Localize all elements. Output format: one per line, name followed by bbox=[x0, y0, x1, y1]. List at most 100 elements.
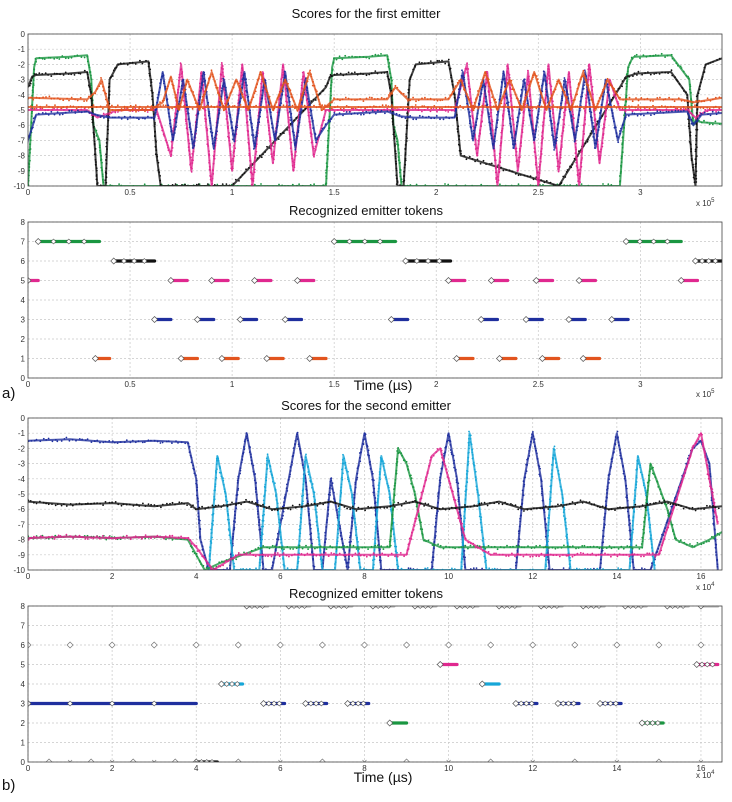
data-point bbox=[675, 78, 678, 81]
data-point bbox=[136, 117, 139, 119]
data-point bbox=[191, 142, 194, 145]
data-point bbox=[601, 98, 604, 101]
data-point bbox=[613, 87, 615, 90]
data-point bbox=[83, 56, 86, 59]
data-point bbox=[251, 126, 253, 129]
data-point bbox=[358, 55, 361, 58]
data-point bbox=[99, 149, 101, 152]
data-point bbox=[481, 567, 483, 570]
data-point bbox=[227, 99, 230, 102]
data-point bbox=[499, 156, 502, 159]
data-point bbox=[538, 180, 541, 183]
data-point bbox=[319, 92, 321, 95]
data-point bbox=[260, 183, 262, 185]
data-point bbox=[314, 149, 317, 151]
data-point bbox=[514, 133, 517, 135]
data-point bbox=[198, 99, 200, 102]
data-point bbox=[246, 439, 249, 442]
data-point bbox=[48, 95, 51, 98]
data-point bbox=[89, 71, 92, 73]
data-point bbox=[470, 126, 472, 129]
data-point bbox=[368, 112, 371, 115]
data-point bbox=[256, 157, 259, 160]
data-point bbox=[172, 134, 175, 136]
data-point bbox=[241, 83, 244, 86]
data-point bbox=[468, 122, 471, 125]
data-point bbox=[98, 146, 101, 149]
data-point bbox=[537, 177, 540, 179]
data-point bbox=[206, 84, 209, 87]
data-point bbox=[139, 59, 141, 62]
data-point bbox=[709, 114, 712, 117]
data-point bbox=[294, 154, 297, 157]
data-point bbox=[408, 84, 411, 87]
data-point bbox=[396, 140, 398, 143]
data-point bbox=[158, 91, 161, 93]
data-point bbox=[621, 107, 624, 110]
data-point bbox=[309, 519, 311, 522]
token-marker bbox=[622, 238, 630, 245]
data-point bbox=[340, 538, 343, 540]
data-point bbox=[247, 107, 249, 110]
data-point bbox=[522, 116, 525, 119]
data-point bbox=[534, 151, 536, 154]
data-point bbox=[444, 62, 447, 65]
data-point bbox=[408, 80, 411, 82]
data-point bbox=[567, 73, 570, 76]
data-point bbox=[58, 58, 61, 60]
data-point bbox=[472, 125, 474, 128]
data-point bbox=[372, 484, 374, 487]
data-point bbox=[662, 534, 665, 536]
data-point bbox=[218, 465, 221, 468]
data-point bbox=[229, 150, 232, 153]
data-point bbox=[330, 75, 333, 78]
data-point bbox=[31, 110, 33, 113]
data-point bbox=[295, 435, 298, 438]
data-point bbox=[164, 88, 167, 90]
token-marker bbox=[538, 355, 546, 362]
data-point bbox=[265, 85, 267, 88]
data-point bbox=[456, 99, 458, 101]
data-point bbox=[435, 115, 438, 117]
data-point bbox=[167, 146, 169, 149]
data-point bbox=[70, 109, 73, 112]
data-point bbox=[260, 82, 262, 85]
data-point bbox=[105, 142, 108, 144]
data-point bbox=[190, 89, 193, 92]
data-point bbox=[102, 107, 104, 110]
data-point bbox=[236, 106, 239, 109]
data-point bbox=[233, 144, 235, 147]
data-point bbox=[464, 571, 466, 573]
data-point bbox=[179, 102, 182, 105]
data-point bbox=[266, 145, 268, 148]
data-point bbox=[475, 121, 477, 123]
data-point bbox=[488, 115, 491, 118]
data-point bbox=[173, 128, 176, 131]
data-point bbox=[188, 142, 191, 145]
data-point bbox=[304, 84, 307, 87]
data-point bbox=[219, 186, 221, 188]
data-point bbox=[287, 82, 289, 85]
data-point bbox=[217, 186, 219, 188]
data-point bbox=[581, 139, 584, 142]
data-point bbox=[670, 105, 672, 108]
data-point bbox=[690, 154, 693, 157]
data-point bbox=[657, 54, 660, 57]
data-point bbox=[286, 90, 289, 92]
data-point bbox=[205, 95, 208, 98]
data-point bbox=[250, 462, 253, 465]
data-point bbox=[561, 99, 564, 102]
data-point bbox=[617, 141, 620, 144]
data-point bbox=[108, 93, 111, 96]
data-point bbox=[557, 80, 560, 82]
data-point bbox=[237, 99, 240, 101]
data-point bbox=[86, 60, 89, 63]
data-point bbox=[540, 492, 543, 495]
data-point bbox=[502, 112, 505, 115]
data-point bbox=[186, 132, 189, 134]
data-point bbox=[392, 88, 395, 91]
panel-label-b: b) bbox=[2, 777, 15, 794]
data-point bbox=[148, 74, 151, 77]
data-point bbox=[178, 104, 180, 107]
data-point bbox=[199, 89, 202, 92]
